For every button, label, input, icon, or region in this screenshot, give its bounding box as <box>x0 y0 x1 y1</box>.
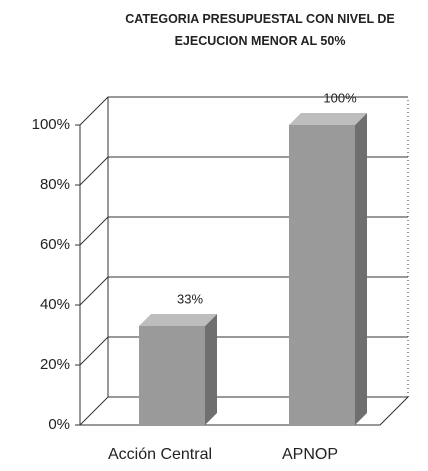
data-label: 33% <box>177 291 203 306</box>
y-tick-label: 40% <box>40 296 70 313</box>
bar-side <box>355 113 367 425</box>
y-tick-label: 80% <box>40 176 70 193</box>
bar <box>139 326 205 425</box>
bar <box>289 125 355 425</box>
bar-side <box>205 314 217 425</box>
chart-title: CATEGORIA PRESUPUESTAL CON NIVEL DE EJEC… <box>125 12 395 48</box>
y-tick-label: 20% <box>40 356 70 373</box>
data-label: 100% <box>323 90 357 105</box>
y-tick-label: 0% <box>48 416 70 433</box>
grid-line <box>79 96 408 126</box>
x-tick-label: APNOP <box>282 446 338 463</box>
bar-top <box>289 113 367 125</box>
y-tick-label: 100% <box>32 116 70 133</box>
y-tick-label: 60% <box>40 236 70 253</box>
x-tick-label: Acción Central <box>108 446 212 463</box>
bar-top <box>139 314 217 326</box>
